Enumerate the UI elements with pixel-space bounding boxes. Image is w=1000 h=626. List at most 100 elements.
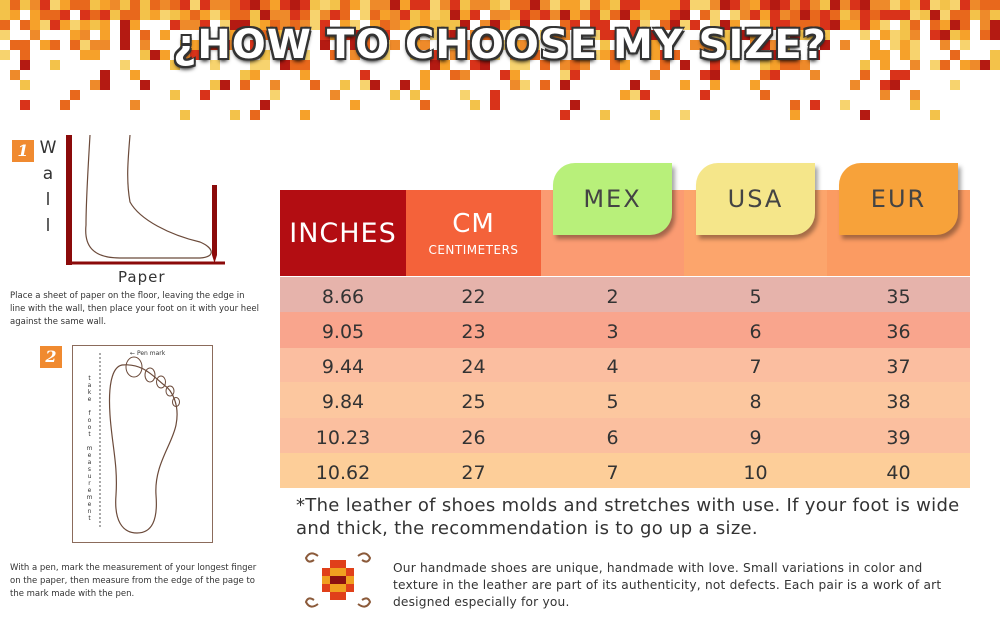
mosaic-tile bbox=[290, 60, 300, 70]
mosaic-tile bbox=[770, 20, 780, 30]
mosaic-tile bbox=[910, 20, 920, 30]
mosaic-tile bbox=[220, 30, 230, 40]
mosaic-tile bbox=[400, 80, 410, 90]
mosaic-tile bbox=[980, 0, 990, 10]
mosaic-tile bbox=[530, 0, 540, 10]
row-bg bbox=[280, 348, 970, 382]
mosaic-tile bbox=[90, 50, 100, 60]
mosaic-tile bbox=[80, 20, 90, 30]
mosaic-tile bbox=[570, 70, 580, 80]
mosaic-tile bbox=[290, 10, 300, 20]
mosaic-tile bbox=[70, 30, 80, 40]
mosaic-tile bbox=[320, 20, 330, 30]
mosaic-tile bbox=[350, 0, 360, 10]
mosaic-tile bbox=[100, 10, 110, 20]
row-bg bbox=[280, 312, 970, 348]
mosaic-tile bbox=[270, 0, 280, 10]
mosaic-tile bbox=[0, 50, 10, 60]
mosaic-tile bbox=[70, 0, 80, 10]
mosaic-tile bbox=[420, 40, 430, 50]
mosaic-tile bbox=[410, 90, 420, 100]
mosaic-tile bbox=[860, 30, 870, 40]
mosaic-tile bbox=[140, 50, 150, 60]
mosaic-tile bbox=[220, 80, 230, 90]
mosaic-tile bbox=[440, 60, 450, 70]
mosaic-tile bbox=[190, 50, 200, 60]
header-label: CM bbox=[452, 209, 495, 239]
mosaic-tile bbox=[190, 0, 200, 10]
mosaic-tile bbox=[750, 40, 760, 50]
mosaic-tile bbox=[990, 10, 1000, 20]
mosaic-tile bbox=[720, 20, 730, 30]
mosaic-tile bbox=[240, 10, 250, 20]
mosaic-tile bbox=[180, 50, 190, 60]
column-tab: MEX bbox=[553, 163, 672, 235]
mosaic-tile bbox=[690, 0, 700, 10]
mosaic-tile bbox=[300, 50, 310, 60]
mosaic-tile bbox=[680, 60, 690, 70]
mosaic-tile bbox=[40, 40, 50, 50]
mosaic-tile bbox=[260, 60, 270, 70]
mosaic-tile bbox=[820, 20, 830, 30]
table-cell: 25 bbox=[461, 391, 486, 413]
mosaic-tile bbox=[60, 20, 70, 30]
mosaic-tile bbox=[100, 40, 110, 50]
mosaic-tile bbox=[960, 0, 970, 10]
mosaic-tile bbox=[260, 0, 270, 10]
mosaic-tile bbox=[190, 20, 200, 30]
column-header: INCHES bbox=[280, 190, 406, 276]
mosaic-tile bbox=[450, 30, 460, 40]
mosaic-tile bbox=[490, 10, 500, 20]
mosaic-tile bbox=[490, 20, 500, 30]
mosaic-tile bbox=[430, 0, 440, 10]
mosaic-tile bbox=[800, 0, 810, 10]
mosaic-tile bbox=[270, 20, 280, 30]
mosaic-tile bbox=[220, 10, 230, 20]
mosaic-tile bbox=[50, 10, 60, 20]
mosaic-tile bbox=[940, 20, 950, 30]
mosaic-tile bbox=[250, 60, 260, 70]
mosaic-tile bbox=[700, 0, 710, 10]
mosaic-tile bbox=[600, 30, 610, 40]
mosaic-tile bbox=[200, 30, 210, 40]
header-sublabel: CENTIMETERS bbox=[428, 243, 519, 257]
mosaic-tile bbox=[560, 20, 570, 30]
mosaic-tile bbox=[310, 10, 320, 20]
mosaic-tile bbox=[920, 0, 930, 10]
mosaic-tile bbox=[90, 80, 100, 90]
mosaic-tile bbox=[420, 10, 430, 20]
mosaic-tile bbox=[540, 60, 550, 70]
mosaic-tile bbox=[710, 70, 720, 80]
mosaic-tile bbox=[800, 30, 810, 40]
mosaic-tile bbox=[240, 70, 250, 80]
mosaic-tile bbox=[950, 20, 960, 30]
mosaic-tile bbox=[740, 30, 750, 40]
mosaic-tile bbox=[180, 40, 190, 50]
mosaic-tile bbox=[620, 60, 630, 70]
mosaic-tile bbox=[860, 20, 870, 30]
mosaic-tile bbox=[170, 10, 180, 20]
mosaic-tile bbox=[980, 20, 990, 30]
mosaic-tile bbox=[0, 10, 10, 20]
mosaic-tile bbox=[0, 0, 10, 10]
mosaic-tile bbox=[0, 20, 10, 30]
mosaic-tile bbox=[480, 60, 490, 70]
mosaic-tile bbox=[630, 90, 640, 100]
mosaic-tile bbox=[100, 0, 110, 10]
table-cell: 6 bbox=[749, 321, 762, 343]
mosaic-tile bbox=[60, 100, 70, 110]
mosaic-tile bbox=[990, 50, 1000, 60]
mosaic-tile bbox=[940, 60, 950, 70]
mosaic-tile bbox=[850, 20, 860, 30]
mosaic-tile bbox=[430, 30, 440, 40]
mosaic-tile bbox=[80, 0, 90, 10]
mosaic-tile bbox=[930, 20, 940, 30]
mosaic-tile bbox=[460, 50, 470, 60]
mosaic-tile bbox=[470, 60, 480, 70]
mosaic-tile bbox=[580, 60, 590, 70]
mosaic-tile bbox=[470, 100, 480, 110]
mosaic-tile bbox=[230, 40, 240, 50]
header-label: INCHES bbox=[289, 217, 397, 249]
table-cell: 9.05 bbox=[321, 321, 365, 343]
